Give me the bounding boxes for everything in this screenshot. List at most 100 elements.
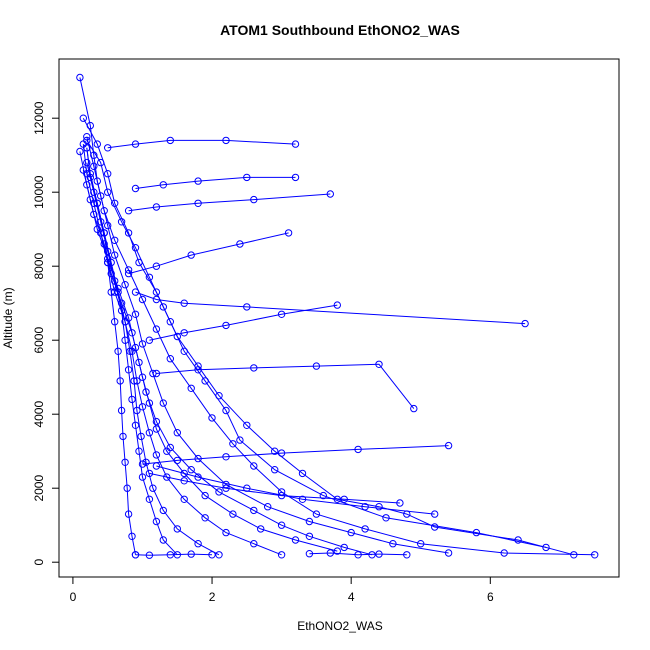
data-point [180,495,188,503]
series-line [128,193,331,212]
data-point [100,229,108,237]
data-point [180,469,188,478]
data-point [291,140,300,148]
data-point [326,549,334,557]
data-point [187,466,195,474]
series-22 [305,549,411,559]
series-5 [76,147,376,559]
data-point [104,170,112,178]
series-line [149,472,400,504]
data-point [104,221,112,230]
data-point [135,258,143,267]
series-12 [131,173,300,193]
data-point [243,303,251,311]
data-point [138,403,147,411]
data-point [312,510,321,518]
data-point [145,551,154,559]
data-point [166,136,175,145]
series-3 [79,114,550,552]
data-point [194,540,202,548]
data-point [76,147,84,156]
data-point [135,447,143,455]
data-point [152,425,161,433]
series-line [135,553,213,556]
series-line [156,363,415,409]
data-point [312,362,321,370]
series-21 [131,550,216,559]
data-point [201,514,209,522]
data-point [410,404,418,413]
series-20 [152,462,439,518]
data-point [121,281,129,289]
series-line [142,445,449,465]
data-point [354,445,362,454]
data-point [166,355,175,363]
data-point [111,199,119,208]
series-line [82,169,338,552]
data-point [128,329,136,337]
data-point [187,251,195,259]
data-point [354,551,362,559]
series-line [128,232,289,275]
data-point [236,436,244,444]
data-point [236,240,244,248]
data-point [243,173,251,182]
data-point [152,203,161,211]
data-point [187,550,195,558]
series-line [79,151,373,556]
data-point [76,73,84,82]
data-point [361,503,369,511]
data-point [361,525,369,533]
data-point [79,114,88,122]
data-point [201,377,209,385]
data-point [375,503,383,511]
data-point [500,549,508,557]
x-tick-label: 2 [209,590,216,604]
data-point [149,484,157,492]
data-point [173,429,182,437]
data-point [124,366,133,374]
data-point [124,207,133,215]
data-point [514,536,522,544]
data-point [145,429,154,437]
data-point [396,499,404,507]
data-point [229,510,237,518]
series-line [86,140,574,556]
data-point [277,310,286,318]
data-point [163,473,171,481]
data-point [243,421,251,429]
data-point [159,303,168,311]
data-point [104,188,112,196]
x-axis: 0 2 4 6 [70,576,494,604]
data-point [111,277,119,285]
data-point [180,477,188,485]
series-line [156,465,435,515]
data-point [431,510,439,518]
data-point [222,528,230,537]
data-point [128,532,136,540]
data-point [152,517,161,526]
data-point [222,484,230,492]
data-point [591,551,599,559]
data-point [340,495,348,503]
data-point [375,360,383,368]
data-point [180,329,188,337]
data-point [138,460,147,468]
data-point [264,503,272,511]
data-point [159,399,168,407]
series-line [149,304,338,341]
data-point [142,458,150,466]
data-point [291,536,300,544]
data-point [215,551,223,559]
series-17 [145,469,404,507]
y-tick-label: 0 [32,559,46,566]
series-2 [83,136,578,559]
x-axis-label: EthONO2_WAS [297,619,383,633]
data-point [403,551,411,559]
data-point [166,318,175,326]
data-point [340,543,348,552]
chart-title: ATOM1 Southbound EthONO2_WAS [220,22,460,38]
y-tick-label: 2000 [32,475,46,502]
data-point [159,536,168,544]
data-point [277,521,286,529]
